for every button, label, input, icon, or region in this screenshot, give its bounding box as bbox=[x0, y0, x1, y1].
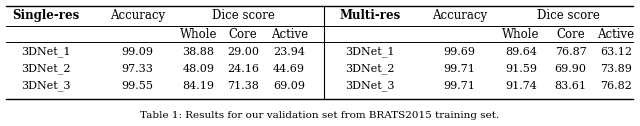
Text: 97.33: 97.33 bbox=[122, 64, 154, 74]
Text: 91.74: 91.74 bbox=[505, 81, 537, 91]
Text: 91.59: 91.59 bbox=[505, 64, 537, 74]
Text: 71.38: 71.38 bbox=[227, 81, 259, 91]
Text: 24.16: 24.16 bbox=[227, 64, 259, 74]
Text: 83.61: 83.61 bbox=[555, 81, 587, 91]
Text: 63.12: 63.12 bbox=[600, 47, 632, 57]
Text: 3DNet_1: 3DNet_1 bbox=[21, 46, 71, 57]
Text: Dice score: Dice score bbox=[537, 9, 600, 22]
Text: Accuracy: Accuracy bbox=[110, 9, 165, 22]
Text: 44.69: 44.69 bbox=[273, 64, 305, 74]
Text: Active: Active bbox=[598, 28, 635, 41]
Text: Active: Active bbox=[271, 28, 308, 41]
Text: 76.87: 76.87 bbox=[555, 47, 587, 57]
Text: 89.64: 89.64 bbox=[505, 47, 537, 57]
Text: Accuracy: Accuracy bbox=[432, 9, 487, 22]
Text: 99.71: 99.71 bbox=[444, 81, 476, 91]
Text: 73.89: 73.89 bbox=[600, 64, 632, 74]
Text: 48.09: 48.09 bbox=[182, 64, 214, 74]
Text: 3DNet_1: 3DNet_1 bbox=[345, 46, 394, 57]
Text: 3DNet_3: 3DNet_3 bbox=[345, 80, 394, 91]
Text: Multi-res: Multi-res bbox=[339, 9, 401, 22]
Text: 3DNet_3: 3DNet_3 bbox=[21, 80, 71, 91]
Text: 99.71: 99.71 bbox=[444, 64, 476, 74]
Text: 38.88: 38.88 bbox=[182, 47, 214, 57]
Text: 23.94: 23.94 bbox=[273, 47, 305, 57]
Text: 69.09: 69.09 bbox=[273, 81, 305, 91]
Text: Table 1: Results for our validation set from BRATS2015 training set.: Table 1: Results for our validation set … bbox=[140, 111, 499, 120]
Text: Dice score: Dice score bbox=[212, 9, 275, 22]
Text: Whole: Whole bbox=[502, 28, 540, 41]
Text: 69.90: 69.90 bbox=[555, 64, 587, 74]
Text: 3DNet_2: 3DNet_2 bbox=[21, 63, 71, 74]
Text: Whole: Whole bbox=[180, 28, 217, 41]
Text: 99.09: 99.09 bbox=[122, 47, 154, 57]
Text: 84.19: 84.19 bbox=[182, 81, 214, 91]
Text: Core: Core bbox=[556, 28, 585, 41]
Text: 99.55: 99.55 bbox=[122, 81, 154, 91]
Text: 76.82: 76.82 bbox=[600, 81, 632, 91]
Text: 3DNet_2: 3DNet_2 bbox=[345, 63, 394, 74]
Text: Single-res: Single-res bbox=[12, 9, 80, 22]
Text: 29.00: 29.00 bbox=[227, 47, 259, 57]
Text: 99.69: 99.69 bbox=[444, 47, 476, 57]
Text: Core: Core bbox=[228, 28, 257, 41]
